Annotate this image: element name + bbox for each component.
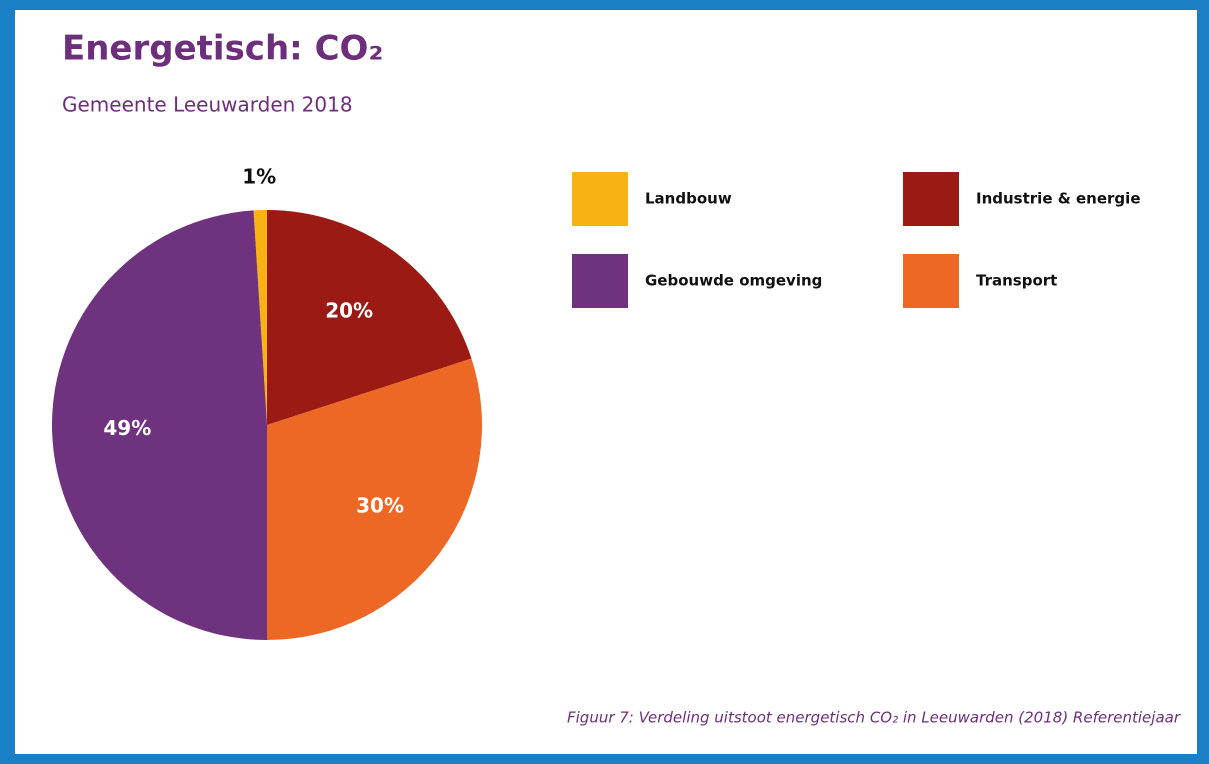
value-label: 20% xyxy=(325,298,373,322)
legend-label: Gebouwde omgeving xyxy=(645,272,822,290)
pie-slice xyxy=(267,210,472,425)
chart-subtitle: Gemeente Leeuwarden 2018 xyxy=(62,93,353,117)
legend-label: Industrie & energie xyxy=(976,190,1141,208)
legend-swatch xyxy=(903,172,959,226)
legend-swatch xyxy=(903,254,959,308)
pie-slice xyxy=(52,210,268,640)
caption: Figuur 7: Verdeling uitstoot energetisch… xyxy=(567,709,1181,727)
legend-swatch xyxy=(572,172,628,226)
legend-swatch xyxy=(572,254,628,308)
chart-title: Energetisch: CO₂ xyxy=(62,29,383,69)
value-label: 49% xyxy=(103,416,151,440)
pie-slice xyxy=(253,210,267,425)
value-label: 30% xyxy=(356,494,404,518)
pie-slice xyxy=(267,358,482,640)
value-label: 1% xyxy=(242,164,276,188)
legend-label: Landbouw xyxy=(645,190,732,208)
legend-label: Transport xyxy=(976,272,1057,290)
